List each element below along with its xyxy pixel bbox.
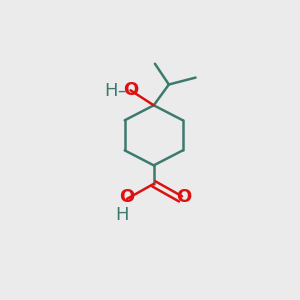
Text: O: O [123, 81, 138, 99]
Text: O: O [119, 188, 135, 206]
Text: –: – [117, 82, 125, 100]
Text: H: H [104, 82, 118, 100]
Text: H: H [115, 206, 129, 224]
Text: O: O [176, 188, 191, 206]
